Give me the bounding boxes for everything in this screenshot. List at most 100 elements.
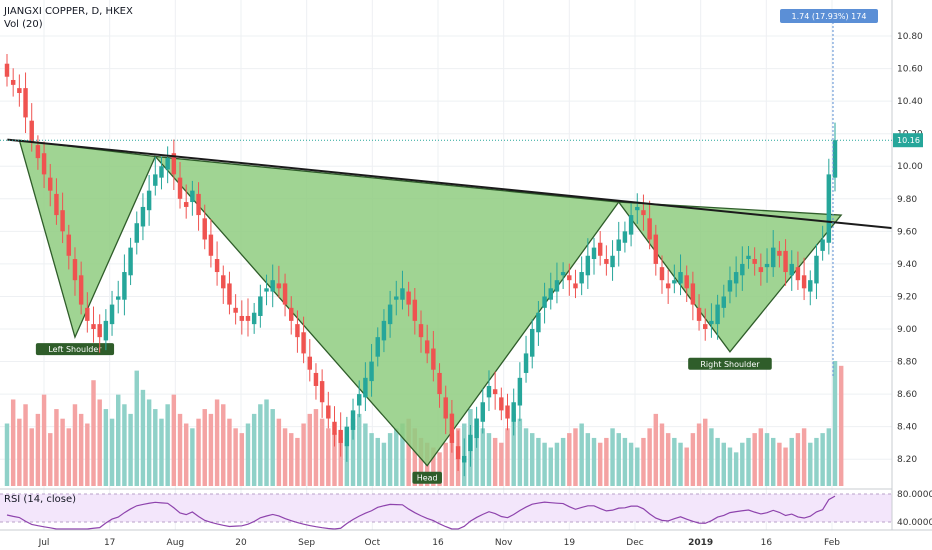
candle-body bbox=[820, 239, 825, 251]
volume-bar bbox=[604, 437, 609, 486]
volume-bar bbox=[523, 428, 529, 486]
candles bbox=[4, 53, 838, 477]
volume-bar bbox=[165, 404, 170, 486]
volume-bar bbox=[295, 437, 300, 486]
volume-bar bbox=[153, 409, 158, 486]
volume-bar bbox=[740, 442, 745, 486]
volume-bar bbox=[66, 428, 72, 486]
x-tick-label: Oct bbox=[365, 538, 381, 548]
candle-body bbox=[690, 283, 696, 305]
y-tick-label: 10.40 bbox=[897, 97, 923, 107]
candle-body bbox=[431, 348, 436, 370]
candle-body bbox=[511, 402, 516, 422]
candle-body bbox=[814, 255, 819, 284]
candle-body bbox=[616, 239, 621, 251]
volume-bar bbox=[282, 428, 288, 486]
volume-bar bbox=[332, 433, 337, 486]
candle-body bbox=[295, 324, 300, 338]
candle-body bbox=[122, 272, 127, 300]
x-tick-label: 19 bbox=[564, 538, 576, 548]
volume-bar bbox=[369, 433, 374, 486]
volume-bar bbox=[449, 433, 455, 486]
last-price-tag bbox=[893, 133, 923, 148]
volume-bar bbox=[727, 447, 733, 486]
volume-bar bbox=[715, 437, 720, 486]
candle-body bbox=[795, 267, 801, 281]
volume-bar bbox=[560, 437, 566, 486]
candle-body bbox=[78, 275, 84, 305]
candle-body bbox=[60, 210, 65, 232]
candle-body bbox=[783, 250, 788, 273]
rsi-band bbox=[0, 494, 892, 522]
volume-bar bbox=[196, 418, 201, 486]
x-tick-label: Jul bbox=[38, 538, 50, 548]
measure-badge bbox=[780, 9, 878, 23]
volume-bar bbox=[159, 418, 164, 486]
volume-bar bbox=[381, 442, 387, 486]
candle-body bbox=[709, 320, 714, 325]
volume-bar bbox=[363, 423, 368, 486]
pattern-label-text: Left Shoulder bbox=[48, 345, 102, 354]
candle-body bbox=[394, 296, 399, 300]
candle-body bbox=[832, 140, 838, 178]
x-tick-label: 16 bbox=[761, 538, 773, 548]
volume-bar bbox=[789, 437, 794, 486]
candle-body bbox=[208, 234, 214, 256]
candle-body bbox=[770, 247, 776, 268]
pattern-label-text: Head bbox=[417, 474, 438, 483]
candle-body bbox=[635, 206, 640, 211]
candle-body bbox=[789, 263, 794, 276]
candle-body bbox=[97, 324, 102, 338]
candle-body bbox=[202, 218, 207, 240]
candle-body bbox=[412, 299, 418, 321]
volume-bar bbox=[326, 428, 331, 486]
candle-body bbox=[752, 259, 757, 264]
candle-body bbox=[103, 320, 109, 341]
candle-body bbox=[468, 434, 473, 452]
volume-bar bbox=[647, 428, 652, 486]
pattern-label-box bbox=[412, 471, 442, 484]
volume-bar bbox=[746, 437, 751, 486]
candle-body bbox=[455, 446, 461, 460]
volume-bar bbox=[190, 428, 195, 486]
volume-bar bbox=[208, 413, 214, 486]
volume-bar bbox=[678, 442, 683, 486]
candle-body bbox=[221, 275, 226, 289]
volume-bar bbox=[443, 442, 448, 486]
candle-body bbox=[462, 455, 467, 463]
volume-bar bbox=[319, 418, 325, 486]
candle-body bbox=[406, 291, 411, 305]
volume-bar bbox=[122, 404, 127, 486]
x-tick-label: 16 bbox=[432, 538, 444, 548]
volume-bar bbox=[709, 428, 714, 486]
volume-bar bbox=[511, 413, 516, 486]
volume-bar bbox=[628, 442, 634, 486]
candle-body bbox=[579, 272, 584, 284]
candle-body bbox=[190, 190, 195, 203]
x-tick-label: Nov bbox=[495, 538, 513, 548]
candle-body bbox=[128, 247, 133, 276]
volume-bar bbox=[97, 399, 102, 486]
candle-body bbox=[628, 215, 634, 235]
x-tick-label: 17 bbox=[104, 538, 115, 548]
candle-body bbox=[758, 267, 764, 273]
volume-bar bbox=[480, 428, 486, 486]
volume-bar bbox=[659, 423, 665, 486]
candle-body bbox=[10, 79, 16, 85]
candle-body bbox=[239, 315, 245, 321]
candle-body bbox=[480, 402, 486, 422]
candle-body bbox=[647, 218, 652, 240]
candle-body bbox=[523, 353, 529, 373]
y-tick-label: 9.80 bbox=[897, 195, 917, 205]
volume-bar bbox=[4, 423, 10, 486]
volume-bar bbox=[387, 433, 393, 486]
volume-bar bbox=[313, 409, 319, 486]
volume-bar bbox=[146, 399, 152, 486]
volume-bar bbox=[134, 370, 139, 486]
volume-bar bbox=[665, 433, 671, 486]
volume-bar bbox=[54, 409, 59, 486]
volume-bar bbox=[245, 423, 251, 486]
volume-bar bbox=[177, 413, 183, 486]
volume-bar bbox=[783, 447, 788, 486]
